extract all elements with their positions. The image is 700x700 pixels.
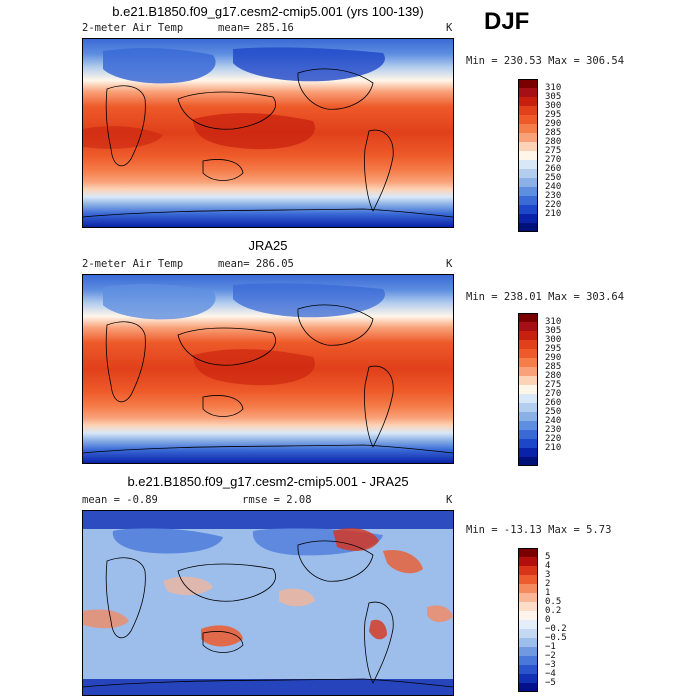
- panel-2-title: JRA25: [248, 238, 288, 253]
- panel-3-map-svg: [83, 511, 453, 695]
- panel-2-colorbar-label: 230: [545, 425, 562, 435]
- panel-3-minmax: Min = -13.13 Max = 5.73: [466, 524, 612, 536]
- panel-2-colorbar-label: 210: [545, 443, 562, 453]
- panel-3-colorbar-label: 0.5: [545, 597, 562, 607]
- panel-3-colorbar-label: 3: [545, 570, 551, 580]
- panel-1-colorbar-label: 300: [545, 101, 562, 111]
- panel-1-minmax: Min = 230.53 Max = 306.54: [466, 55, 625, 67]
- panel-1-colorbar-label: 270: [545, 155, 562, 165]
- panel-3-colorbar-label: 4: [545, 561, 551, 571]
- panel-1-colorbar-label: 310: [545, 83, 562, 93]
- panel-2-units: K: [446, 258, 453, 270]
- panel-3-title: b.e21.B1850.f09_g17.cesm2-cmip5.001 - JR…: [127, 474, 409, 489]
- panel-3-colorbar-label: −0.5: [545, 633, 567, 643]
- panel-1-colorbar-label: 240: [545, 182, 562, 192]
- panel-1-colorbar-label: 220: [545, 200, 562, 210]
- panel-1-colorbar-label: 285: [545, 128, 562, 138]
- panel-1-map-svg: [83, 39, 453, 227]
- panel-3-colorbar-label: 1: [545, 588, 551, 598]
- panel-3-colorbar-label: −3: [545, 660, 556, 670]
- panel-3-colorbar-label: −1: [545, 642, 556, 652]
- panel-2-map-svg: [83, 275, 453, 463]
- panel-2-colorbar-label: 285: [545, 362, 562, 372]
- panel-2-colorbar-label: 280: [545, 371, 562, 381]
- panel-2-colorbar-label: 305: [545, 326, 562, 336]
- panel-2-colorbar-label: 295: [545, 344, 562, 354]
- panel-3-colorbar-label: 2: [545, 579, 551, 589]
- panel-2-colorbar-label: 260: [545, 398, 562, 408]
- panel-3-map: [82, 510, 454, 696]
- panel-2-colorbar-label: 310: [545, 317, 562, 327]
- panel-3-colorbar-label: −4: [545, 669, 556, 679]
- panel-1-colorbar-label: 280: [545, 137, 562, 147]
- panel-1-colorbar-label: 305: [545, 92, 562, 102]
- panel-3-mean-label: mean = -0.89: [82, 494, 158, 506]
- panel-2-colorbar-label: 290: [545, 353, 562, 363]
- panel-2-variable-label: 2-meter Air Temp: [82, 258, 184, 270]
- panel-2-mean-label: mean= 286.05: [218, 258, 294, 270]
- panel-1-colorbar-label: 290: [545, 119, 562, 129]
- panel-2-minmax: Min = 238.01 Max = 303.64: [466, 291, 625, 303]
- panel-3-colorbar-label: 0.2: [545, 606, 562, 616]
- panel-2-colorbar-label: 270: [545, 389, 562, 399]
- panel-3-rmse-label: rmse = 2.08: [242, 494, 312, 506]
- panel-2-colorbar-label: 275: [545, 380, 562, 390]
- panel-1-colorbar-label: 275: [545, 146, 562, 156]
- panel-3-colorbar-label: −2: [545, 651, 556, 661]
- panel-1-colorbar-label: 260: [545, 164, 562, 174]
- panel-2-colorbar-label: 300: [545, 335, 562, 345]
- panel-2-map: [82, 274, 454, 464]
- panel-1-units: K: [446, 22, 453, 34]
- panel-1-colorbar-label: 210: [545, 209, 562, 219]
- panel-2-colorbar-label: 220: [545, 434, 562, 444]
- panel-1-map: [82, 38, 454, 228]
- panel-1-title: b.e21.B1850.f09_g17.cesm2-cmip5.001 (yrs…: [112, 4, 424, 19]
- panel-2-colorbar-label: 250: [545, 407, 562, 417]
- panel-3-colorbar-label: −5: [545, 678, 556, 688]
- panel-1-variable-label: 2-meter Air Temp: [82, 22, 184, 34]
- panel-1-colorbar-label: 295: [545, 110, 562, 120]
- panel-3-colorbar-label: −0.2: [545, 624, 567, 634]
- season-label: DJF: [484, 8, 530, 35]
- panel-1-colorbar-label: 250: [545, 173, 562, 183]
- panel-2-colorbar-label: 240: [545, 416, 562, 426]
- panel-1-colorbar-label: 230: [545, 191, 562, 201]
- panel-3-units: K: [446, 494, 453, 506]
- panel-1-mean-label: mean= 285.16: [218, 22, 294, 34]
- panel-3-colorbar-label: 5: [545, 552, 551, 562]
- panel-3-colorbar-label: 0: [545, 615, 551, 625]
